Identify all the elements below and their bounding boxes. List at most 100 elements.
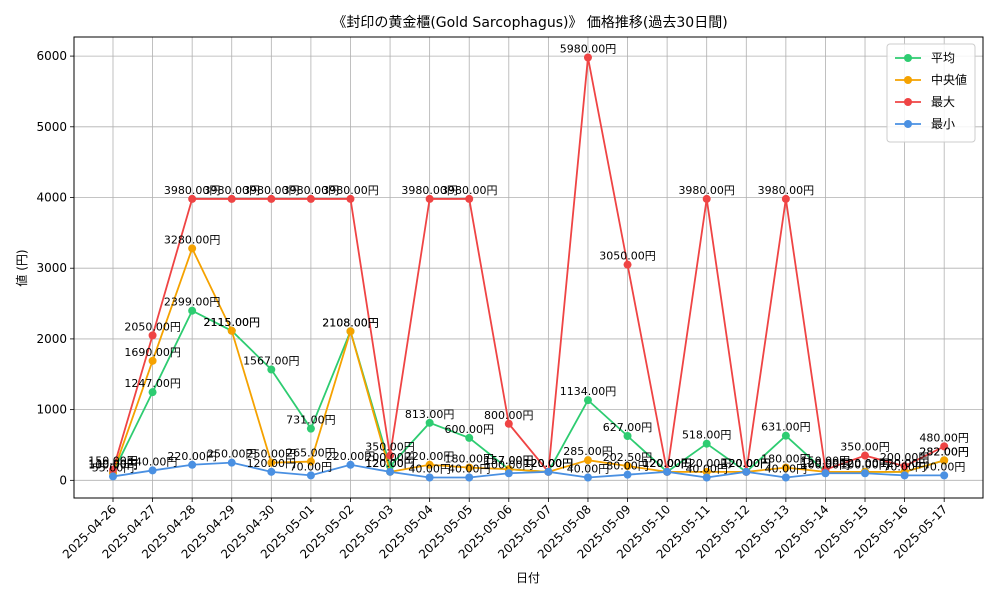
data-label: 813.00円	[405, 408, 455, 421]
data-point	[544, 467, 553, 476]
y-axis-title: 値 (円)	[14, 249, 29, 286]
data-label: 220.00円	[167, 450, 217, 463]
data-label: 40.00円	[448, 462, 491, 475]
data-label: 3280.00円	[164, 233, 221, 246]
data-point	[940, 471, 949, 480]
data-label: 3980.00円	[758, 184, 815, 197]
legend-marker	[904, 98, 912, 106]
data-label: 120.00円	[722, 457, 772, 470]
data-point	[465, 463, 474, 472]
data-point	[306, 194, 315, 203]
data-label: 70.00円	[290, 460, 333, 473]
data-labels: 110.00円 1247.00円 2399.00円 2115.00円 1567.00円 7…	[88, 43, 969, 476]
data-label: 800.00円	[484, 409, 534, 422]
plot-frame	[73, 36, 984, 499]
data-label: 282.00円	[919, 445, 969, 458]
data-point	[267, 467, 276, 476]
data-label: 631.00円	[761, 421, 811, 434]
data-label: 120.00円	[722, 457, 772, 470]
data-point	[306, 424, 315, 433]
series-line-3	[112, 461, 945, 479]
data-point	[346, 327, 355, 336]
data-point	[267, 365, 276, 374]
data-label: 3050.00円	[599, 250, 656, 263]
data-point	[781, 473, 790, 482]
data-point	[702, 467, 711, 476]
data-point	[267, 458, 276, 467]
data-label: 1690.00円	[124, 346, 181, 359]
data-point	[306, 471, 315, 480]
data-label: 2399.00円	[164, 296, 221, 309]
data-label: 120.00円	[840, 457, 890, 470]
legend-label: 最小	[931, 117, 955, 131]
data-label: 120.00円	[722, 457, 772, 470]
data-point	[702, 439, 711, 448]
data-point	[781, 194, 790, 203]
data-point	[861, 451, 870, 460]
data-label: 55.00円	[92, 461, 135, 474]
data-label: 220.00円	[405, 450, 455, 463]
data-point	[109, 465, 117, 474]
data-label: 157.00円	[484, 454, 534, 467]
data-point	[583, 53, 592, 62]
data-point	[583, 396, 592, 405]
data-label: 3980.00円	[164, 184, 221, 197]
data-label: 120.00円	[365, 457, 415, 470]
data-point	[861, 469, 870, 478]
data-point	[267, 194, 276, 203]
data-point	[742, 467, 751, 476]
data-label: 40.00円	[567, 462, 610, 475]
data-label: 70.00円	[923, 460, 966, 473]
data-label: 120.00円	[801, 457, 851, 470]
data-point	[386, 467, 395, 476]
data-label: 150.00円	[801, 455, 851, 468]
y-tick-label: 4000	[36, 191, 67, 205]
data-label: 1567.00円	[243, 355, 300, 368]
data-point	[583, 456, 592, 465]
data-label: 2050.00円	[124, 320, 181, 333]
data-label: 627.00円	[603, 421, 653, 434]
data-label: 100.00円	[88, 458, 138, 471]
data-label: 1247.00円	[124, 377, 181, 390]
data-point	[188, 194, 197, 203]
data-point	[702, 473, 711, 482]
data-label: 40.00円	[685, 462, 728, 475]
data-point	[227, 458, 236, 467]
data-label: 110.00円	[88, 458, 138, 471]
data-point	[465, 433, 474, 442]
data-label: 180.00円	[444, 453, 494, 466]
data-label: 250.00円	[247, 448, 297, 461]
y-tick-label: 5000	[36, 120, 67, 134]
data-point	[148, 466, 157, 475]
data-label: 40.00円	[765, 462, 808, 475]
legend-box	[886, 43, 976, 143]
data-label: 202.50円	[603, 451, 653, 464]
chart-title: 《封印の黄金櫃(Gold Sarcophagus)》 価格推移(過去30日間)	[332, 14, 727, 31]
data-label: 120.00円	[682, 457, 732, 470]
data-label: 120.00円	[642, 457, 692, 470]
data-label: 100.00円	[484, 458, 534, 471]
data-label: 157.00円	[484, 454, 534, 467]
data-point	[188, 244, 197, 253]
data-label: 120.00円	[880, 457, 930, 470]
data-point	[148, 388, 157, 397]
data-point	[227, 194, 236, 203]
data-point	[148, 356, 157, 365]
data-label: 40.00円	[408, 462, 451, 475]
data-point	[386, 451, 395, 460]
legend-marker	[904, 76, 912, 84]
data-label: 150.00円	[88, 455, 138, 468]
y-tick-label: 2000	[36, 332, 67, 346]
data-point	[227, 326, 236, 335]
data-label: 120.00円	[722, 457, 772, 470]
data-label: 285.00円	[563, 445, 613, 458]
data-point	[940, 442, 949, 451]
data-point	[821, 469, 830, 478]
data-point	[148, 331, 157, 340]
data-point	[504, 419, 513, 428]
data-label: 1134.00円	[560, 385, 617, 398]
data-point	[940, 456, 949, 465]
data-point	[346, 194, 355, 203]
